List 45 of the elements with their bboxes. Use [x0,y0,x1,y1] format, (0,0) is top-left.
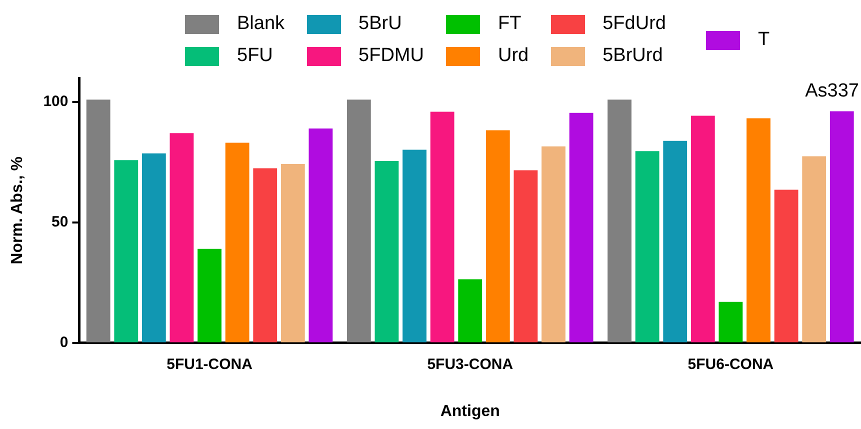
bar [198,248,222,342]
legend-label: 5BrU [358,13,402,35]
bar [774,190,798,342]
bar [569,112,594,342]
x-tick-label: 5FU3-CONA [427,356,514,373]
y-tick-label: 50 [52,214,68,231]
bar [486,130,510,342]
bar [458,279,482,342]
y-tick-label: 100 [43,93,68,110]
legend-label: Urd [498,45,529,67]
legend-label: Blank [237,13,285,35]
bar [170,133,194,342]
bar [663,140,688,342]
legend-label: FT [498,13,522,35]
bar [635,151,660,342]
legend-label: 5FdUrd [602,13,666,35]
bar [514,170,538,342]
bar [142,153,166,342]
x-tick-label: 5FU6-CONA [688,356,774,373]
legend-label: 5FU [237,45,273,67]
bar [253,168,278,342]
annotation: As337 [805,80,859,102]
x-tick-label: 5FU1-CONA [166,356,253,373]
y-tick-label: 0 [60,334,68,351]
bar [86,100,110,342]
bar [746,118,770,342]
bar [402,150,426,342]
bar [280,164,305,342]
bar [374,161,399,342]
bar [718,302,743,342]
bar [225,142,250,342]
x-axis-title: Antigen [440,402,500,420]
bar [114,160,138,342]
bar [802,156,826,342]
bar [430,112,454,342]
legend-label: T [758,29,770,51]
bar [346,100,371,342]
bar [830,111,854,342]
legend-label: 5FDMU [358,45,424,67]
legend-label: 5BrUrd [602,45,663,67]
y-axis-title: Norm. Abs., % [9,156,26,264]
bar [308,128,333,342]
bar [608,100,632,342]
bar [690,116,715,342]
bar [542,146,566,342]
